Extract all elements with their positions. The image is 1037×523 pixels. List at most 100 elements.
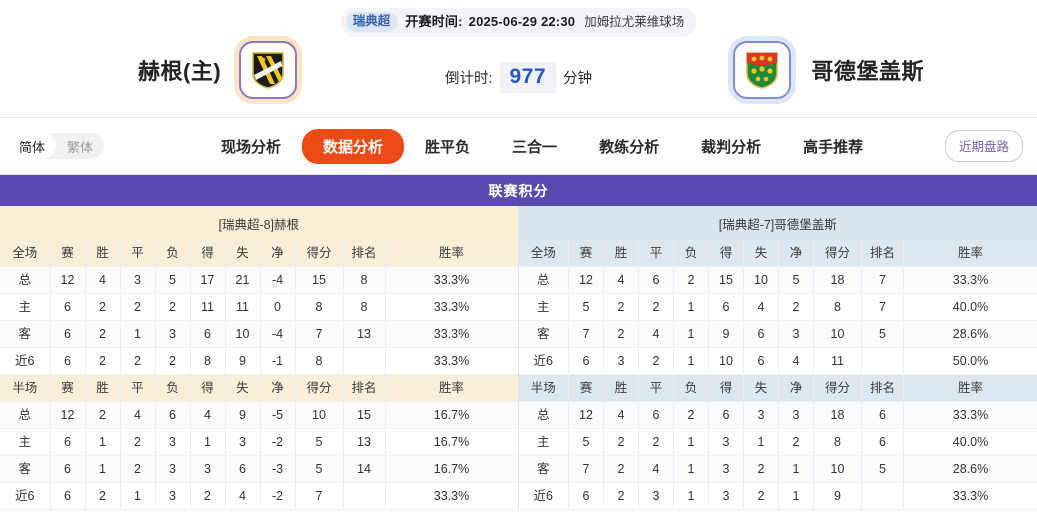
cell-7: 0: [260, 293, 296, 321]
away-standings-table: 全场赛胜平负得失净得分 排名 胜率总 12 4 6 2 15 10 5 18 7 33.3% 主 5 2 2 1 6…: [518, 240, 1037, 510]
cell-9: 15: [343, 401, 386, 429]
cell-3: 2: [120, 428, 156, 456]
cell-4: 1: [673, 455, 709, 483]
cell-5: 3: [708, 455, 744, 483]
row-label: 总: [0, 266, 51, 294]
column-header-7: 净: [778, 374, 814, 402]
row-label: 客: [518, 320, 569, 348]
nav-tab-4[interactable]: 教练分析: [599, 138, 660, 156]
home-standings-table: 全场赛胜平负得失净得分 排名 胜率总 12 4 3 5 17 21 -4 15 8 33.3% 主 6 2 2 2…: [0, 240, 518, 510]
table-row: 近6 6 3 2 1 10 6 4 11 50.0%: [518, 347, 1037, 375]
cell-4: 1: [673, 293, 709, 321]
away-standings-column: [瑞典超-7]哥德堡盖斯 全场赛胜平负得失净得分 排名 胜率总 12 4 6 2 15 10 5 1…: [518, 206, 1037, 510]
cell-8: 5: [295, 428, 344, 456]
column-header-4: 负: [673, 240, 709, 267]
column-header-0: 全场: [0, 240, 51, 267]
nav-tabs: 现场分析 数据分析 胜平负 三合一 教练分析 裁判分析 高手推荐: [200, 128, 884, 164]
column-header-0: 半场: [518, 374, 569, 402]
cell-5: 2: [190, 482, 226, 510]
row-label: 总: [0, 401, 51, 429]
cell-4: 1: [673, 347, 709, 375]
cell-9: 8: [343, 266, 386, 294]
column-header-4: 负: [673, 374, 709, 402]
cell-5: 3: [708, 482, 744, 510]
nav-tab-0[interactable]: 现场分析: [221, 138, 282, 156]
cell-7: -2: [260, 428, 296, 456]
cell-10: 40.0%: [903, 428, 1037, 456]
cell-6: 9: [225, 347, 261, 375]
cell-1: 6: [50, 347, 86, 375]
table-row: 客 7 2 4 1 9 6 3 10 5 28.6%: [518, 320, 1037, 348]
language-toggle[interactable]: 简体 繁体: [8, 133, 105, 159]
cell-8: 11: [813, 347, 862, 375]
cell-9: [343, 347, 386, 375]
nav-tab-1[interactable]: 数据分析: [302, 128, 405, 164]
cell-1: 6: [50, 482, 86, 510]
away-team-block[interactable]: 哥德堡盖斯: [733, 41, 924, 99]
table-header-row: 半场赛胜平负得失净得分 排名 胜率: [518, 374, 1037, 402]
nav-tab-2[interactable]: 胜平负: [425, 138, 471, 156]
league-badge: 瑞典超: [345, 12, 398, 32]
left-table-caption: [瑞典超-8]赫根: [0, 206, 518, 240]
cell-8: 15: [295, 266, 344, 294]
cell-3: 2: [638, 293, 674, 321]
cell-3: 6: [638, 266, 674, 294]
column-header-4: 负: [155, 240, 191, 267]
column-header-3: 平: [120, 374, 156, 402]
column-header-3: 平: [638, 240, 674, 267]
cell-8: 10: [813, 455, 862, 483]
column-header-8: 得分: [813, 240, 862, 267]
nav-tab-5[interactable]: 裁判分析: [701, 138, 762, 156]
standings-tables: [瑞典超-8]赫根 全场赛胜平负得失净得分 排名 胜率总 12 4 3 5 17 21 -4 15 8…: [0, 206, 1037, 510]
home-team-block[interactable]: 赫根(主): [138, 41, 298, 99]
column-header-10: 胜率: [385, 374, 518, 402]
cell-5: 3: [190, 455, 226, 483]
column-header-9: 排名: [343, 374, 386, 402]
recent-odds-button[interactable]: 近期盘路: [944, 130, 1023, 162]
column-header-9: 排名: [861, 374, 904, 402]
hacken-crest-icon: [239, 41, 298, 99]
cell-4: 2: [673, 401, 709, 429]
cell-9: 6: [861, 401, 904, 429]
cell-5: 6: [708, 293, 744, 321]
cell-6: 2: [743, 455, 779, 483]
cell-5: 17: [190, 266, 226, 294]
cell-7: 3: [778, 401, 814, 429]
column-header-1: 赛: [568, 374, 604, 402]
cell-6: 6: [743, 320, 779, 348]
cell-10: 33.3%: [385, 266, 518, 294]
table-row: 客 6 2 1 3 6 10 -4 7 13 33.3%: [0, 320, 518, 348]
row-label: 主: [0, 428, 51, 456]
cell-1: 12: [568, 266, 604, 294]
cell-4: 3: [155, 455, 191, 483]
cell-10: 33.3%: [903, 266, 1037, 294]
row-label: 客: [518, 455, 569, 483]
cell-6: 10: [225, 320, 261, 348]
cell-3: 3: [120, 266, 156, 294]
cell-6: 2: [743, 482, 779, 510]
cell-10: 33.3%: [903, 482, 1037, 510]
countdown-label: 倒计时:: [444, 71, 493, 87]
column-header-2: 胜: [603, 240, 639, 267]
home-standings-column: [瑞典超-8]赫根 全场赛胜平负得失净得分 排名 胜率总 12 4 3 5 17 21 -4 15 8…: [0, 206, 519, 510]
cell-10: 28.6%: [903, 455, 1037, 483]
lang-traditional-option[interactable]: 繁体: [67, 139, 94, 155]
cell-4: 3: [155, 428, 191, 456]
column-header-7: 净: [778, 240, 814, 267]
cell-7: 4: [778, 347, 814, 375]
table-row: 客 7 2 4 1 3 2 1 10 5 28.6%: [518, 455, 1037, 483]
table-row: 总 12 4 6 2 15 10 5 18 7 33.3%: [518, 266, 1037, 294]
cell-10: 16.7%: [385, 401, 518, 429]
cell-2: 4: [603, 266, 639, 294]
analysis-navbar: 简体 繁体 现场分析 数据分析 胜平负 三合一 教练分析 裁判分析 高手推荐 近期盘路: [0, 118, 1037, 175]
cell-4: 2: [155, 293, 191, 321]
nav-tab-3[interactable]: 三合一: [512, 138, 558, 156]
nav-tab-6[interactable]: 高手推荐: [803, 138, 864, 156]
table-row: 近6 6 2 3 1 3 2 1 9 33.3%: [518, 482, 1037, 510]
cell-2: 2: [85, 347, 121, 375]
table-row: 主 5 2 2 1 3 1 2 8 6 40.0%: [518, 428, 1037, 456]
cell-2: 2: [603, 320, 639, 348]
lang-simplified-option[interactable]: 简体: [8, 133, 57, 159]
cell-10: 33.3%: [385, 482, 518, 510]
column-header-6: 失: [225, 240, 261, 267]
